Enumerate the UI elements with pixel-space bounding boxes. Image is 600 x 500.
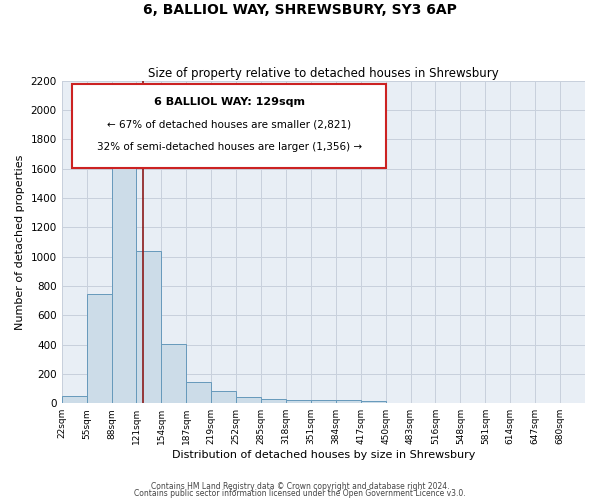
Bar bbox=[211, 392, 236, 403]
Text: 32% of semi-detached houses are larger (1,356) →: 32% of semi-detached houses are larger (… bbox=[97, 142, 362, 152]
Bar bbox=[311, 400, 336, 403]
Bar bbox=[136, 250, 161, 403]
Y-axis label: Number of detached properties: Number of detached properties bbox=[15, 154, 25, 330]
Bar bbox=[336, 400, 361, 403]
FancyBboxPatch shape bbox=[72, 84, 386, 168]
Bar bbox=[186, 382, 211, 403]
Bar bbox=[286, 400, 311, 403]
Bar bbox=[236, 396, 261, 403]
Bar bbox=[112, 158, 136, 403]
Bar bbox=[161, 344, 186, 403]
X-axis label: Distribution of detached houses by size in Shrewsbury: Distribution of detached houses by size … bbox=[172, 450, 475, 460]
Title: Size of property relative to detached houses in Shrewsbury: Size of property relative to detached ho… bbox=[148, 66, 499, 80]
Text: 6 BALLIOL WAY: 129sqm: 6 BALLIOL WAY: 129sqm bbox=[154, 97, 305, 107]
Text: ← 67% of detached houses are smaller (2,821): ← 67% of detached houses are smaller (2,… bbox=[107, 120, 351, 130]
Bar bbox=[261, 399, 286, 403]
Text: Contains public sector information licensed under the Open Government Licence v3: Contains public sector information licen… bbox=[134, 489, 466, 498]
Text: Contains HM Land Registry data © Crown copyright and database right 2024.: Contains HM Land Registry data © Crown c… bbox=[151, 482, 449, 491]
Bar bbox=[361, 401, 386, 403]
Bar bbox=[62, 396, 86, 403]
Text: 6, BALLIOL WAY, SHREWSBURY, SY3 6AP: 6, BALLIOL WAY, SHREWSBURY, SY3 6AP bbox=[143, 2, 457, 16]
Bar bbox=[86, 294, 112, 403]
